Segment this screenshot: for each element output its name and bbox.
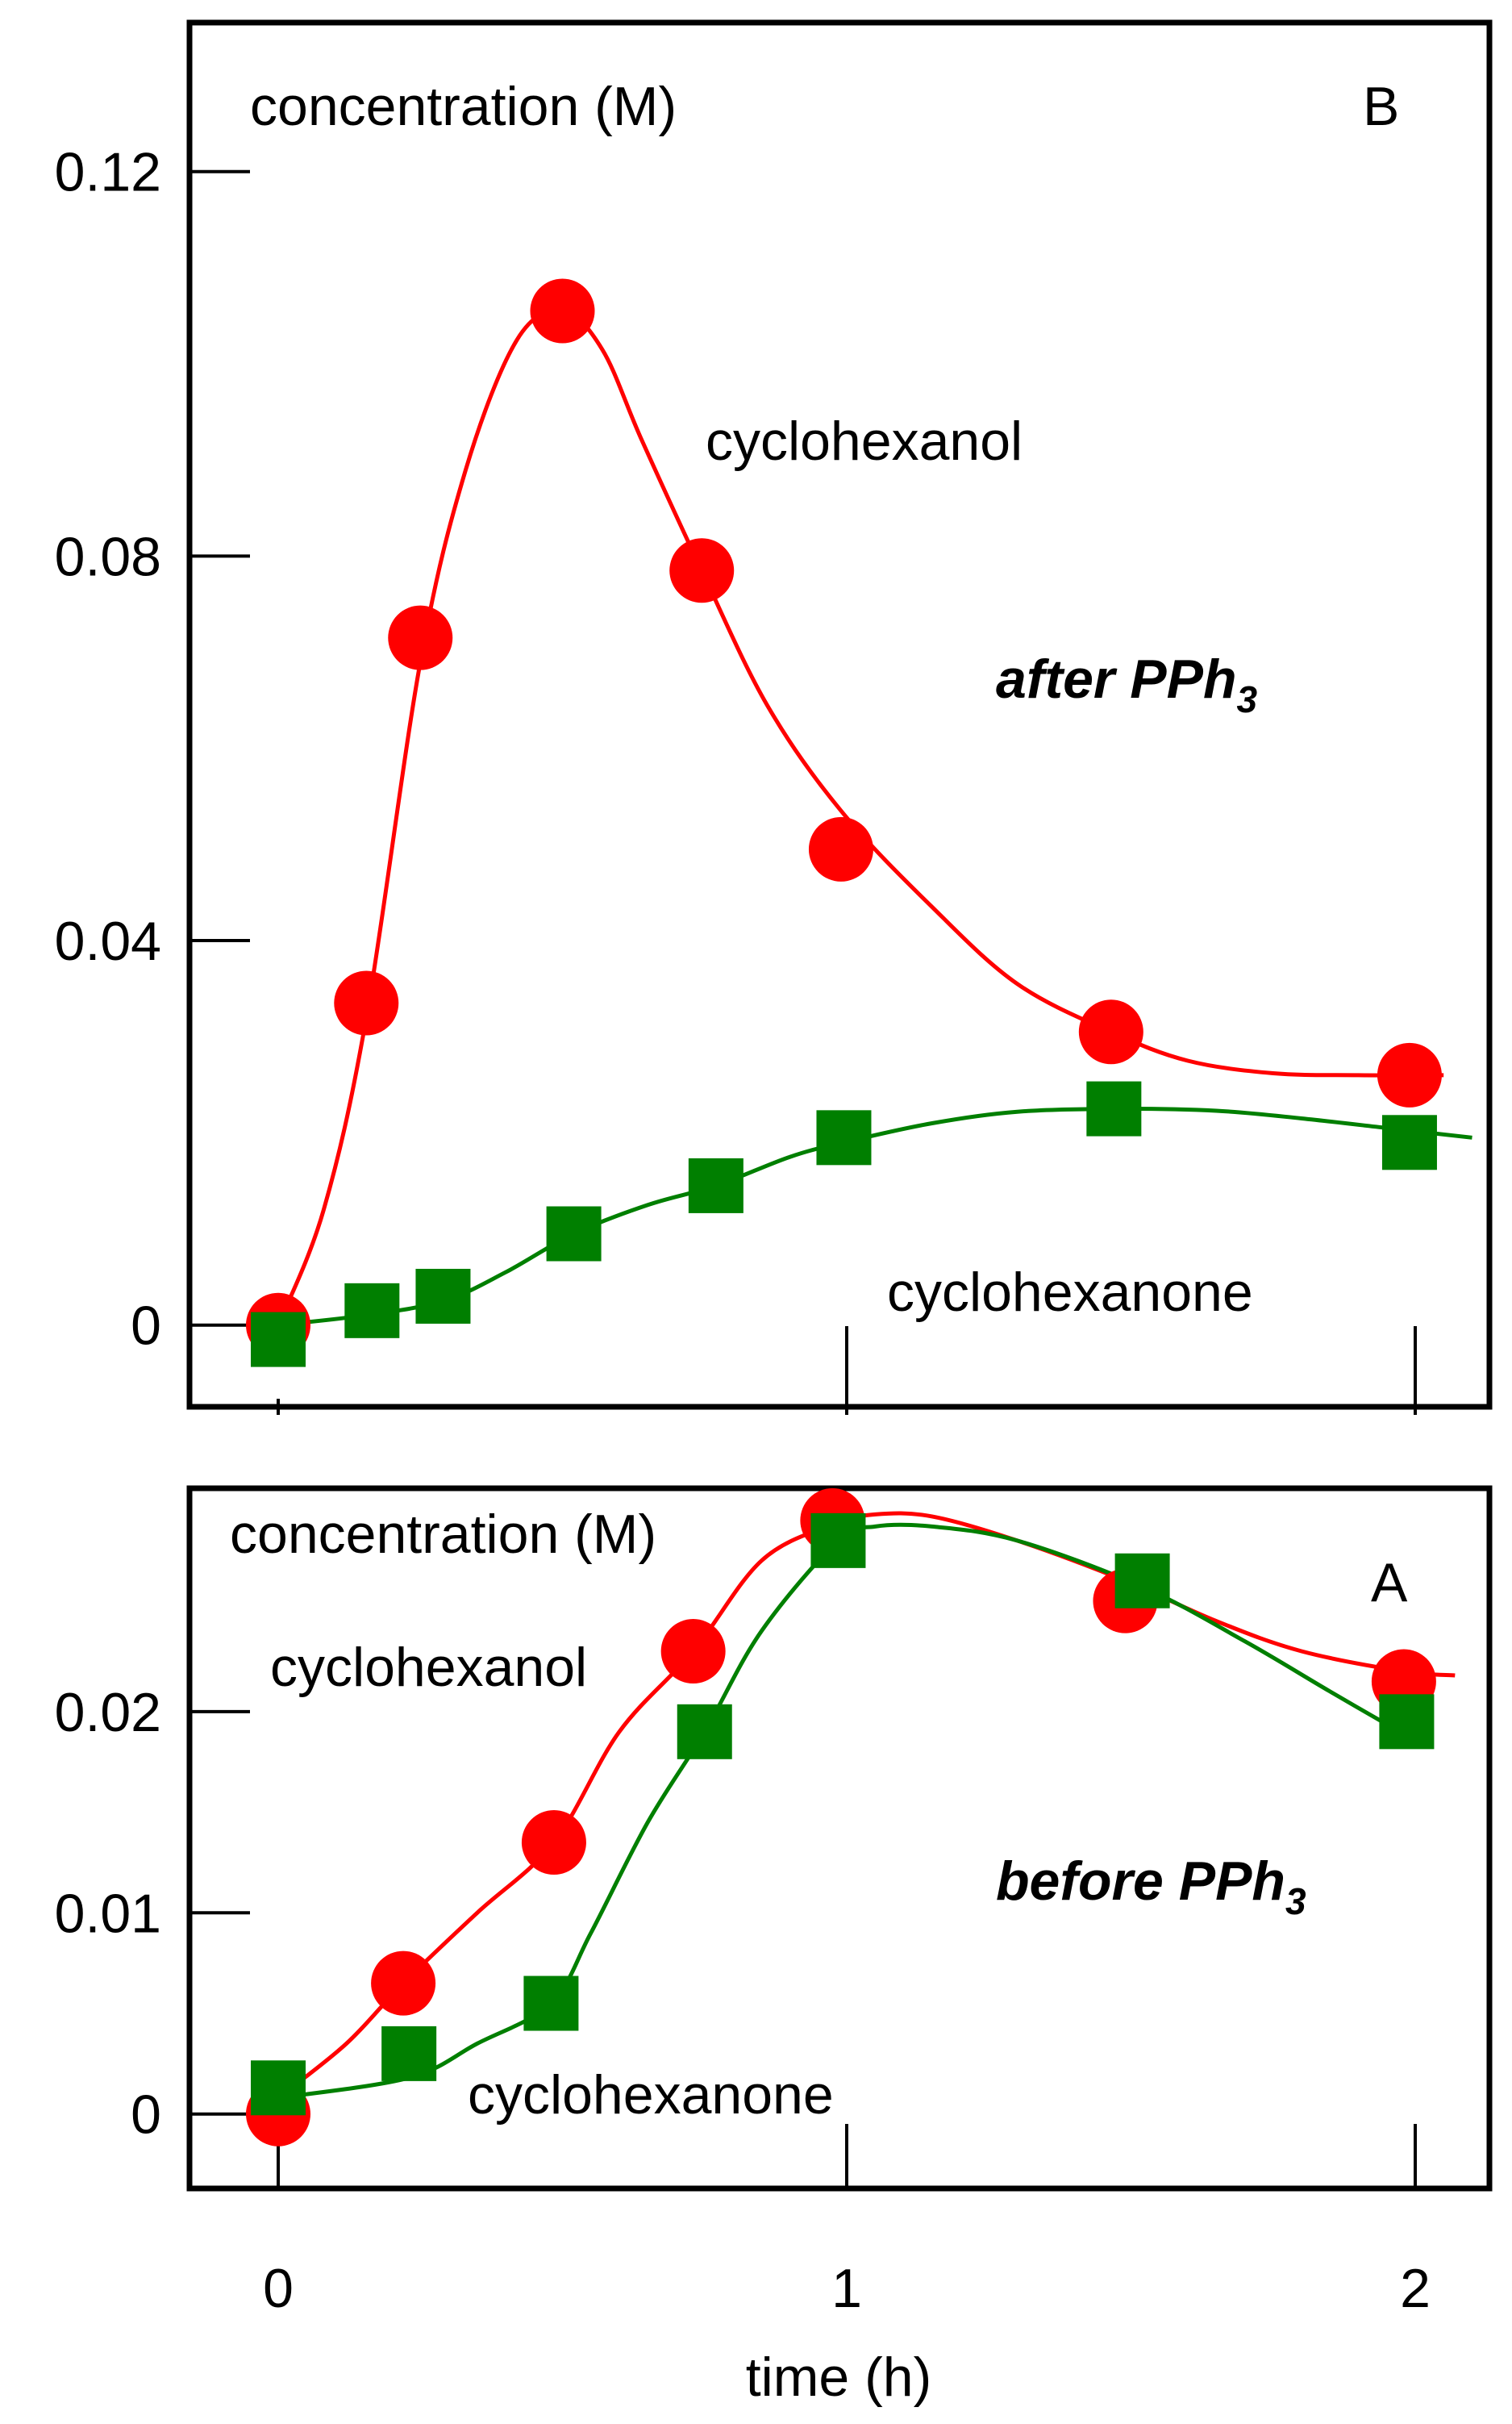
panel-b-cyclohexanone-label: cyclohexanone bbox=[887, 1262, 1253, 1323]
panel-a-cyclohexanol-point bbox=[521, 1809, 586, 1875]
x-tick-label: 0 bbox=[263, 2258, 294, 2319]
panel-b-cyclohexanone-point bbox=[1086, 1081, 1142, 1137]
panel-b-cyclohexanol-point bbox=[334, 970, 399, 1036]
panel-b-marks bbox=[246, 278, 1442, 1367]
panel-b-cyclohexanol-curve bbox=[276, 308, 1444, 1326]
panel-b-condition-text: after PPh bbox=[996, 649, 1237, 710]
panel-a-y-tick-label: 0 bbox=[131, 2084, 161, 2146]
panel-b-cyclohexanol-point bbox=[388, 605, 453, 670]
panel-a-cyclohexanol-point bbox=[660, 1619, 726, 1684]
panel-a-marks bbox=[246, 1487, 1436, 2147]
panel-b-condition-label: after PPh3 bbox=[996, 649, 1258, 720]
panel-a-y-tick-label: 0.01 bbox=[55, 1883, 161, 1944]
panel-a-condition-subscript: 3 bbox=[1285, 1880, 1306, 1922]
panel-b-cyclohexanone-point bbox=[1381, 1115, 1437, 1170]
panel-a-y-tick-label: 0.02 bbox=[55, 1682, 161, 1743]
panel-b-cyclohexanone-point bbox=[546, 1206, 602, 1262]
panel-a-condition-label: before PPh3 bbox=[996, 1850, 1306, 1922]
panel-a-cyclohexanone-curve bbox=[277, 1522, 1408, 2101]
panel-a-curves bbox=[277, 1511, 1456, 2101]
panel-a-frame bbox=[186, 1485, 1493, 2192]
panel-a-condition-text: before PPh bbox=[996, 1850, 1285, 1912]
panel-b-cyclohexanol-point bbox=[808, 816, 873, 882]
panel-b-cyclohexanol-point bbox=[669, 538, 735, 603]
panel-b-y-tick-label: 0.04 bbox=[55, 911, 161, 972]
panel-b-cyclohexanol-point bbox=[1377, 1042, 1442, 1108]
panel-a-cyclohexanol-label: cyclohexanol bbox=[270, 1637, 587, 1698]
panel-b-cyclohexanone-point bbox=[816, 1110, 872, 1166]
panel-a-cyclohexanone-point bbox=[523, 1975, 579, 2031]
panel-b-frame bbox=[186, 19, 1493, 1410]
panel-a-cyclohexanone-label: cyclohexanone bbox=[468, 2064, 834, 2126]
x-tick-label: 1 bbox=[831, 2258, 862, 2319]
panel-b-cyclohexanone-point bbox=[251, 1312, 306, 1367]
panel-a-ylabel: concentration (M) bbox=[230, 1504, 656, 1565]
panel-a-cyclohexanone-point bbox=[251, 2060, 306, 2116]
panel-b-ylabel: concentration (M) bbox=[250, 76, 677, 137]
x-tick-label: 2 bbox=[1400, 2258, 1431, 2319]
panel-b-letter: B bbox=[1363, 76, 1399, 137]
panel-a: 0 0.01 0.02 concentration (M) A cyclohexan… bbox=[55, 1485, 1493, 2192]
panel-a-cyclohexanone-point bbox=[1114, 1553, 1170, 1608]
panel-a-cyclohexanone-point bbox=[381, 2026, 437, 2081]
panel-b-cyclohexanone-point bbox=[344, 1283, 400, 1338]
panel-b: 0 0.04 0.08 0.12 concentration (M) B cycloh… bbox=[55, 19, 1493, 1415]
panel-b-y-tick-label: 0.12 bbox=[55, 142, 161, 203]
panel-a-letter: A bbox=[1371, 1552, 1408, 1613]
panel-b-cyclohexanol-point bbox=[530, 278, 595, 344]
x-axis-title: time (h) bbox=[746, 2347, 931, 2408]
panel-a-cyclohexanone-point bbox=[810, 1512, 866, 1568]
panel-a-cyclohexanol-point bbox=[371, 1950, 436, 2016]
panel-a-cyclohexanone-point bbox=[677, 1704, 732, 1759]
panel-b-ticks: 0 0.04 0.08 0.12 bbox=[55, 142, 1417, 1415]
panel-b-y-tick-label: 0 bbox=[131, 1295, 161, 1357]
panel-a-cyclohexanol-curve bbox=[277, 1511, 1456, 2100]
panel-b-cyclohexanone-point bbox=[415, 1268, 471, 1324]
panel-b-cyclohexanol-point bbox=[1078, 999, 1143, 1065]
panel-b-y-tick-label: 0.08 bbox=[55, 526, 161, 587]
panel-b-cyclohexanol-label: cyclohexanol bbox=[706, 411, 1023, 472]
panel-a-cyclohexanone-point bbox=[1379, 1694, 1435, 1750]
panel-a-ticks: 0 0.01 0.02 bbox=[55, 1682, 1417, 2188]
panel-b-cyclohexanone-point bbox=[688, 1158, 744, 1213]
x-tick-labels: 0 1 2 bbox=[263, 2258, 1431, 2319]
panel-b-condition-subscript: 3 bbox=[1237, 678, 1258, 720]
